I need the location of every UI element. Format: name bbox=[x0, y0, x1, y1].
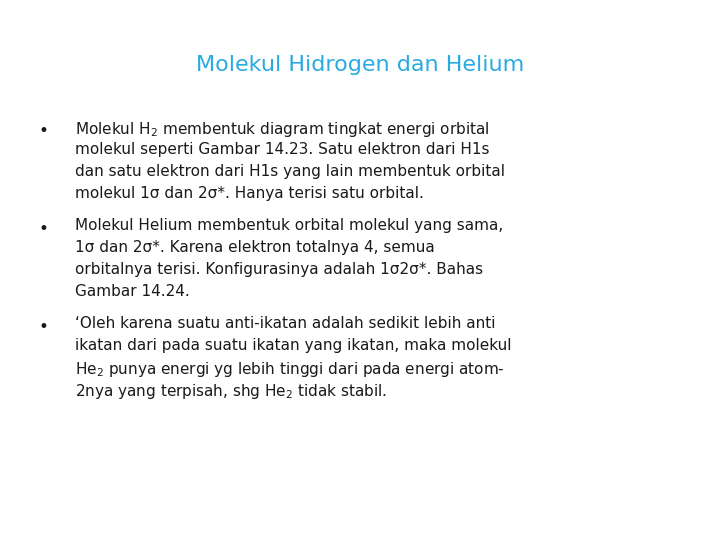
Text: Molekul Helium membentuk orbital molekul yang sama,: Molekul Helium membentuk orbital molekul… bbox=[75, 218, 503, 233]
Text: •: • bbox=[38, 122, 48, 140]
Text: molekul seperti Gambar 14.23. Satu elektron dari H1s: molekul seperti Gambar 14.23. Satu elekt… bbox=[75, 142, 490, 157]
Text: •: • bbox=[38, 220, 48, 238]
Text: Molekul Hidrogen dan Helium: Molekul Hidrogen dan Helium bbox=[196, 55, 524, 75]
Text: Gambar 14.24.: Gambar 14.24. bbox=[75, 284, 190, 299]
Text: ‘Oleh karena suatu anti-ikatan adalah sedikit lebih anti: ‘Oleh karena suatu anti-ikatan adalah se… bbox=[75, 316, 495, 331]
Text: molekul 1σ dan 2σ*. Hanya terisi satu orbital.: molekul 1σ dan 2σ*. Hanya terisi satu or… bbox=[75, 186, 424, 201]
Text: dan satu elektron dari H1s yang lain membentuk orbital: dan satu elektron dari H1s yang lain mem… bbox=[75, 164, 505, 179]
Text: 2nya yang terpisah, shg He$_\mathregular{2}$ tidak stabil.: 2nya yang terpisah, shg He$_\mathregular… bbox=[75, 382, 387, 401]
Text: 1σ dan 2σ*. Karena elektron totalnya 4, semua: 1σ dan 2σ*. Karena elektron totalnya 4, … bbox=[75, 240, 435, 255]
Text: He$_\mathregular{2}$ punya energi yg lebih tinggi dari pada energi atom-: He$_\mathregular{2}$ punya energi yg leb… bbox=[75, 360, 505, 379]
Text: ikatan dari pada suatu ikatan yang ikatan, maka molekul: ikatan dari pada suatu ikatan yang ikata… bbox=[75, 338, 511, 353]
Text: orbitalnya terisi. Konfigurasinya adalah 1σ2σ*. Bahas: orbitalnya terisi. Konfigurasinya adalah… bbox=[75, 262, 483, 277]
Text: Molekul H$_\mathregular{2}$ membentuk diagram tingkat energi orbital: Molekul H$_\mathregular{2}$ membentuk di… bbox=[75, 120, 490, 139]
Text: •: • bbox=[38, 318, 48, 336]
